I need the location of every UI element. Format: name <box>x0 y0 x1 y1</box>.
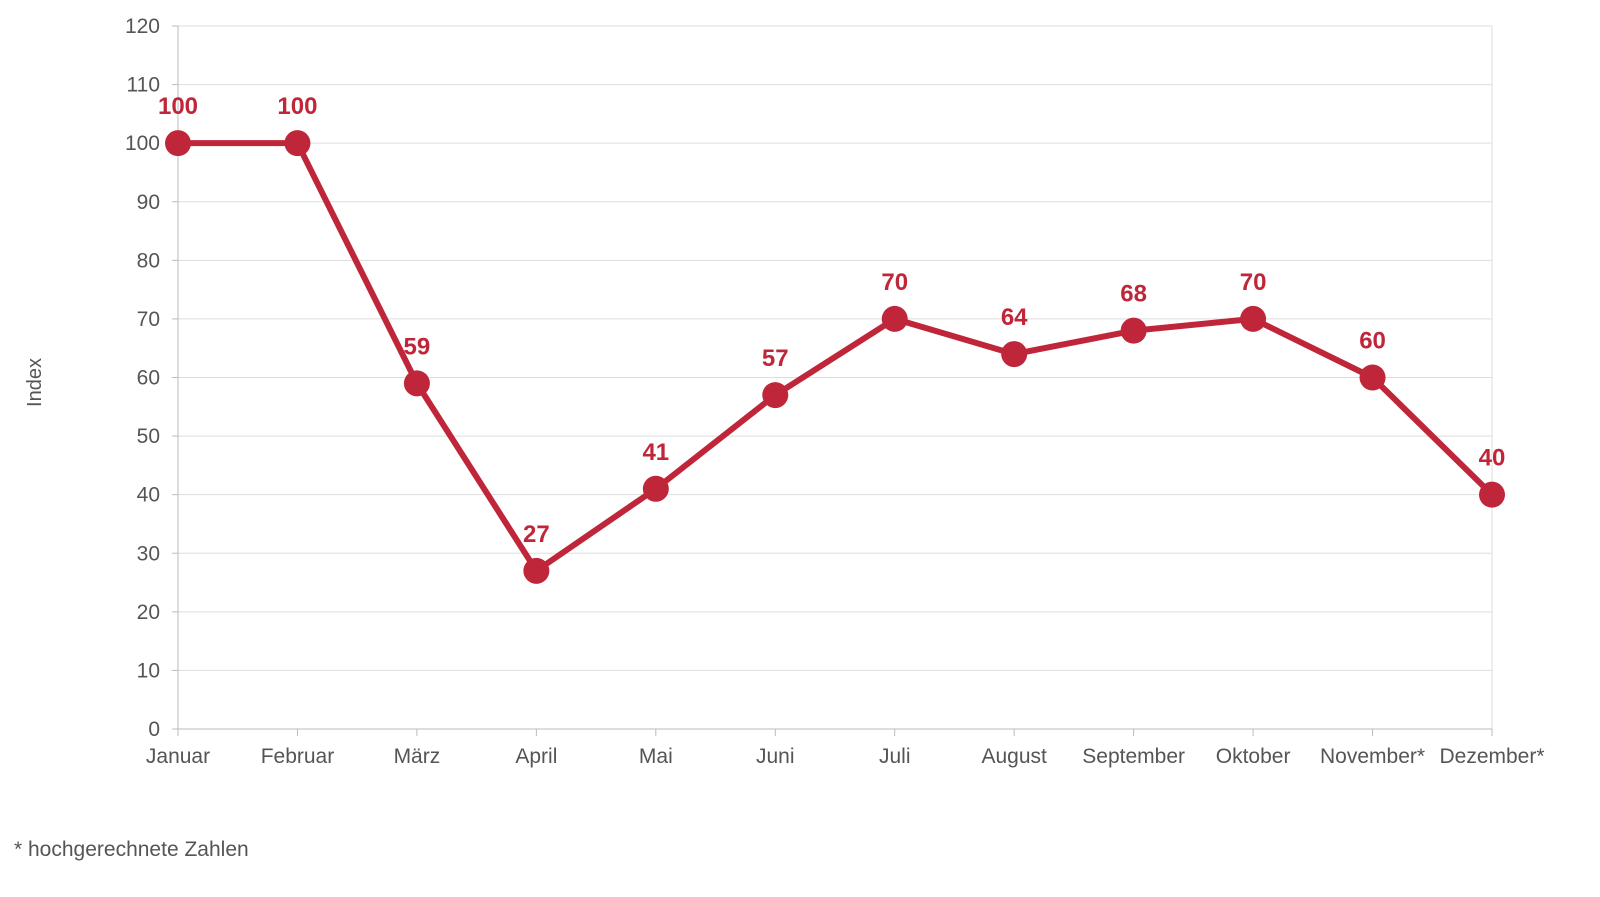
data-label: 41 <box>642 439 669 466</box>
y-tick-label: 120 <box>125 15 160 38</box>
x-tick-label: Januar <box>146 745 210 768</box>
x-tick-label: November* <box>1320 745 1425 768</box>
footnote: * hochgerechnete Zahlen <box>14 838 249 861</box>
data-point <box>881 305 908 332</box>
data-point <box>1001 341 1028 368</box>
data-point <box>1240 305 1267 332</box>
data-point <box>642 475 669 502</box>
x-tick-label: September <box>1082 745 1185 768</box>
y-tick-label: 20 <box>137 601 160 624</box>
y-tick-label: 80 <box>137 249 160 272</box>
data-point <box>1120 317 1147 344</box>
data-label: 60 <box>1359 328 1386 355</box>
data-label: 59 <box>404 333 431 360</box>
gridlines <box>178 25 1493 729</box>
data-label: 100 <box>277 93 317 120</box>
data-labels: 100 100 59 27 41 57 70 64 68 70 60 40 <box>158 93 1505 548</box>
y-tick-label: 50 <box>137 425 160 448</box>
x-tick-labels: Januar Februar März April Mai Juni Juli August S… <box>146 745 1545 768</box>
data-point <box>1479 481 1505 508</box>
x-tick-label: Februar <box>261 745 335 768</box>
x-tick-label: Mai <box>639 745 673 768</box>
series-line <box>175 140 1495 574</box>
y-tick-label: 60 <box>137 367 160 390</box>
y-tick-label: 30 <box>137 542 160 565</box>
x-tick-label: Oktober <box>1216 745 1291 768</box>
x-tick-label: August <box>981 745 1047 768</box>
data-point <box>403 370 430 397</box>
y-tick-label: 0 <box>148 718 160 741</box>
x-tick-label: Dezember* <box>1439 745 1544 768</box>
data-point <box>1359 364 1386 391</box>
data-label: 100 <box>158 93 198 120</box>
data-label: 27 <box>523 521 550 548</box>
data-label: 70 <box>1240 269 1267 296</box>
data-point <box>523 557 550 584</box>
x-tick-label: Juli <box>879 745 911 768</box>
y-tick-label: 70 <box>137 308 160 331</box>
y-tick-label: 10 <box>137 659 160 682</box>
data-label: 70 <box>881 269 908 296</box>
data-point <box>165 130 191 157</box>
series-line-path <box>175 140 1495 574</box>
data-points <box>165 130 1505 584</box>
data-point <box>762 382 789 409</box>
data-label: 57 <box>762 345 789 372</box>
y-tick-labels: 0 10 20 30 40 50 60 70 80 90 100 110 120 <box>125 15 160 741</box>
data-point <box>284 130 311 157</box>
y-tick-label: 40 <box>137 484 160 507</box>
y-axis-label: Index <box>24 358 46 407</box>
axes <box>172 25 1493 736</box>
y-tick-label: 90 <box>137 191 160 214</box>
x-tick-label: April <box>515 745 557 768</box>
data-label: 68 <box>1120 281 1147 308</box>
x-tick-label: März <box>394 745 441 768</box>
data-label: 40 <box>1479 445 1506 472</box>
data-label: 64 <box>1001 304 1028 331</box>
y-tick-label: 110 <box>127 74 160 97</box>
x-tick-label: Juni <box>756 745 795 768</box>
y-tick-label: 100 <box>125 132 160 155</box>
